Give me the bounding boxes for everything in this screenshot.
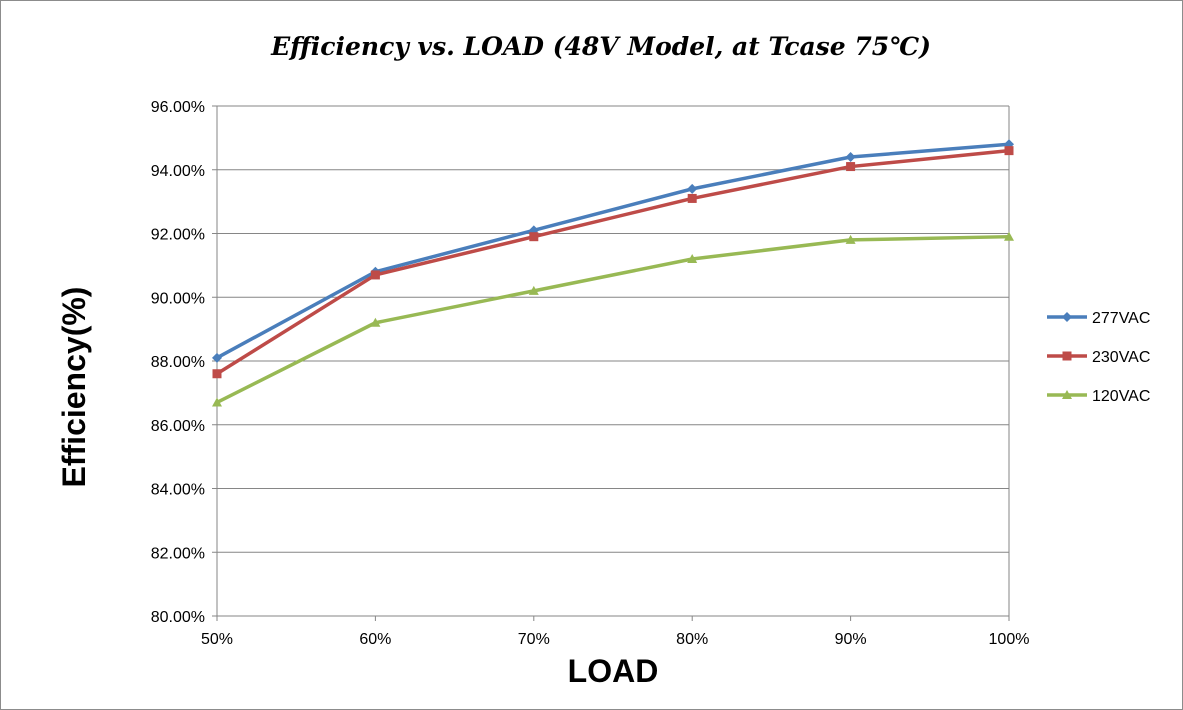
series-120VAC xyxy=(212,231,1014,407)
series-lines xyxy=(212,139,1014,407)
legend-marker xyxy=(1062,312,1072,322)
data-point xyxy=(687,183,698,194)
legend-marker xyxy=(1062,351,1072,361)
x-tick-label: 70% xyxy=(518,631,550,648)
series-230VAC xyxy=(212,146,1014,379)
data-point xyxy=(528,285,539,295)
legend-label: 277VAC xyxy=(1092,310,1150,327)
x-tick-label: 60% xyxy=(359,631,391,648)
x-tick-label: 90% xyxy=(835,631,867,648)
data-point xyxy=(845,234,856,244)
y-tick-label: 84.00% xyxy=(151,482,205,499)
y-tick-label: 96.00% xyxy=(151,99,205,116)
y-tick-labels: 80.00% 82.00% 84.00% 86.00% 88.00% 90.00% 92.0… xyxy=(151,99,205,626)
y-tick-label: 82.00% xyxy=(151,545,205,562)
data-point xyxy=(687,193,697,203)
data-point xyxy=(370,317,381,327)
legend: 277VAC 230VAC 120VAC xyxy=(1047,310,1150,405)
y-tick-label: 92.00% xyxy=(151,227,205,244)
data-point xyxy=(1004,231,1014,241)
y-tick-label: 86.00% xyxy=(151,418,205,435)
data-point xyxy=(529,232,539,242)
series-277VAC xyxy=(212,139,1014,363)
data-point xyxy=(212,397,222,407)
y-tick-label: 88.00% xyxy=(151,354,205,371)
legend-label: 120VAC xyxy=(1092,388,1150,405)
grid-lines xyxy=(217,105,1010,617)
x-tick-labels: 50% 60% 70% 80% 90% 100% xyxy=(201,631,1029,648)
legend-label: 230VAC xyxy=(1092,349,1150,366)
x-tick-label: 50% xyxy=(201,631,233,648)
x-axis-title: LOAD xyxy=(568,653,659,689)
data-point xyxy=(212,352,222,363)
x-tick-label: 80% xyxy=(676,631,708,648)
y-tick-label: 94.00% xyxy=(151,163,205,180)
x-tick-label: 100% xyxy=(989,631,1030,648)
data-point xyxy=(846,162,856,172)
legend-marker xyxy=(1062,390,1072,399)
y-axis-title: Efficiency(%) xyxy=(56,287,92,488)
data-point xyxy=(687,254,698,263)
series-line xyxy=(216,142,1010,360)
series-line xyxy=(216,148,1010,376)
data-point xyxy=(370,270,380,280)
data-point xyxy=(845,152,856,162)
chart-title: Efficiency vs. LOAD (48V Model, at Tcase… xyxy=(270,32,931,61)
y-tick-label: 80.00% xyxy=(151,609,205,626)
y-tick-label: 90.00% xyxy=(151,290,205,307)
axes xyxy=(212,105,1010,621)
series-line xyxy=(216,234,1010,405)
data-point xyxy=(212,369,222,379)
data-point xyxy=(1004,146,1014,156)
